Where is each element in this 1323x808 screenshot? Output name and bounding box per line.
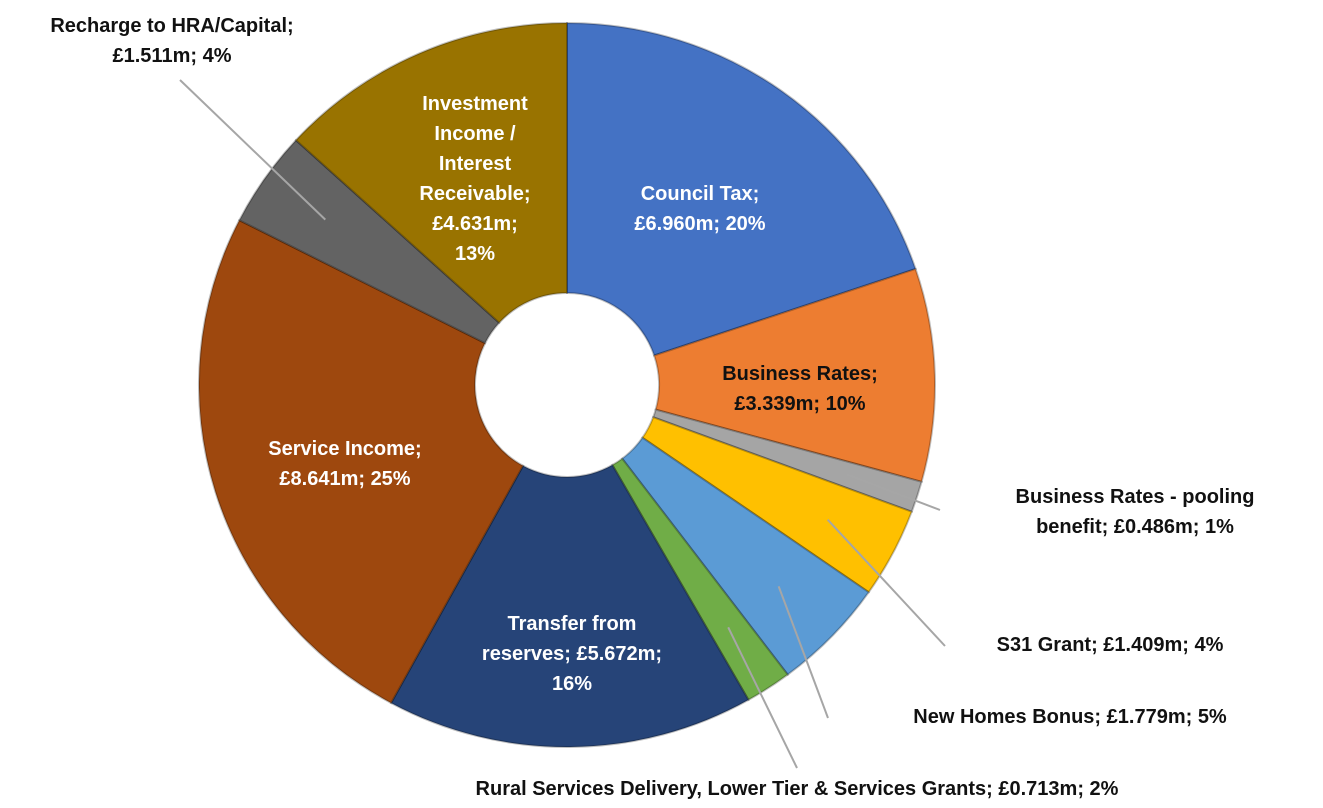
data-label-line: Investment — [422, 93, 528, 115]
donut-slice — [652, 267, 936, 484]
data-label-line: Rural Services Delivery, Lower Tier & Se… — [476, 778, 1119, 800]
data-label-line: Recharge to HRA/Capital; — [50, 15, 293, 37]
data-label: Service Income; £8.641m; 25% — [268, 438, 421, 490]
data-label: Rural Services Delivery, Lower Tier & Se… — [476, 778, 1119, 800]
data-label-line: reserves; £5.672m; — [482, 643, 662, 665]
data-label: Recharge to HRA/Capital; £1.511m; 4% — [50, 15, 293, 67]
donut-slice — [620, 436, 871, 677]
data-label-line: Income / — [434, 123, 516, 145]
data-label-line: Receivable; — [419, 183, 530, 205]
leader-line — [826, 518, 946, 647]
leader-line — [179, 79, 327, 221]
data-label: Investment Income / Interest Receivable; £4.… — [419, 93, 530, 265]
data-label-line: £4.631m; — [432, 213, 518, 235]
data-label-line: Interest — [439, 153, 512, 175]
data-label-line: £1.511m; 4% — [113, 45, 232, 67]
data-label-line: Service Income; — [268, 438, 421, 460]
data-label-line: S31 Grant; £1.409m; 4% — [997, 634, 1224, 656]
donut-slice — [197, 218, 525, 705]
donut-slice — [566, 21, 917, 357]
data-label-line: Business Rates; — [722, 363, 878, 385]
data-label: Business Rates - pooling benefit; £0.486m… — [1016, 486, 1255, 538]
donut-slice — [611, 457, 790, 702]
data-label: Business Rates; £3.339m; 10% — [722, 363, 878, 415]
leader-line — [727, 626, 798, 769]
donut-slice — [641, 415, 914, 594]
data-label: New Homes Bonus; £1.779m; 5% — [913, 706, 1227, 728]
data-label: Council Tax; £6.960m; 20% — [634, 183, 765, 235]
data-label-line: 13% — [455, 243, 495, 265]
donut-slice — [294, 21, 568, 325]
data-label-line: Business Rates - pooling — [1016, 486, 1255, 508]
leader-line — [777, 585, 829, 719]
data-label-line: £6.960m; 20% — [634, 213, 765, 235]
data-label-line: 16% — [552, 673, 592, 695]
data-label-line: £3.339m; 10% — [734, 393, 865, 415]
data-label-line: £8.641m; 25% — [279, 468, 410, 490]
donut-slice — [389, 463, 750, 748]
data-label-line: Council Tax; — [641, 183, 760, 205]
data-label: S31 Grant; £1.409m; 4% — [997, 634, 1224, 656]
donut-slice — [237, 138, 501, 345]
data-label-line: Transfer from — [508, 613, 637, 635]
leader-line — [846, 473, 941, 511]
data-label: Transfer from reserves; £5.672m; 16% — [482, 613, 662, 695]
data-label-line: benefit; £0.486m; 1% — [1036, 516, 1234, 538]
data-label-line: New Homes Bonus; £1.779m; 5% — [913, 706, 1227, 728]
